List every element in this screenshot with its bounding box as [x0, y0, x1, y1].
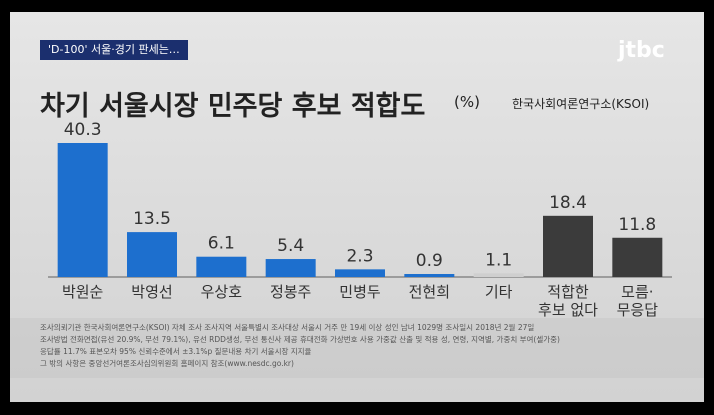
- badge: 'D-100' 서울·경기 판세는…: [40, 40, 188, 60]
- value-label: 0.9: [416, 251, 443, 271]
- x-tick-label: 우상호: [200, 283, 243, 301]
- x-tick-label: 박영선: [131, 283, 173, 301]
- source: 한국사회여론연구소(KSOI): [512, 97, 650, 111]
- footnote: 조사의뢰기관 한국사회여론연구소(KSOI) 자체 조사 조사지역 서울특별시 …: [40, 323, 535, 332]
- bar: [543, 215, 593, 277]
- bar: [473, 273, 524, 277]
- footnote-area: [10, 318, 704, 378]
- x-tick-label: 민병두: [339, 283, 381, 301]
- unit: (%): [454, 93, 480, 111]
- value-label: 6.1: [208, 234, 235, 254]
- bar: [57, 143, 108, 277]
- x-tick-label: 기타: [484, 283, 513, 301]
- value-label: 11.8: [618, 215, 656, 235]
- bar: [127, 232, 177, 277]
- value-label: 1.1: [485, 250, 512, 270]
- x-tick-label: 모름· 무응답: [616, 283, 659, 319]
- x-tick-label: 박원순: [61, 283, 104, 301]
- bar: [404, 274, 455, 277]
- logo: jtbc: [618, 38, 665, 63]
- footnote: 그 밖의 사항은 중앙선거여론조사심의위원회 홈페이지 참조(www.nesdc…: [40, 359, 294, 368]
- x-tick-label: 전현희: [408, 283, 451, 301]
- value-label: 13.5: [133, 209, 171, 229]
- bar: [196, 256, 247, 277]
- bar: [612, 237, 663, 277]
- bar: [265, 259, 316, 277]
- value-label: 2.3: [346, 246, 373, 266]
- chart-title: 차기 서울시장 민주당 후보 적합도: [40, 91, 426, 122]
- x-tick-label: 적합한 후보 없다: [538, 283, 598, 319]
- x-tick-label: 정봉주: [269, 283, 312, 301]
- footnote: 조사방법 전화면접(유선 20.9%, 무선 79.1%), 유선 RDD생성,…: [40, 335, 560, 344]
- value-label: 40.3: [64, 120, 102, 140]
- value-label: 18.4: [549, 193, 587, 213]
- footnote: 응답률 11.7% 표본오차 95% 신뢰수준에서 ±3.1%p 질문내용 차기…: [40, 347, 312, 356]
- bar: [335, 269, 385, 277]
- value-label: 5.4: [277, 236, 304, 256]
